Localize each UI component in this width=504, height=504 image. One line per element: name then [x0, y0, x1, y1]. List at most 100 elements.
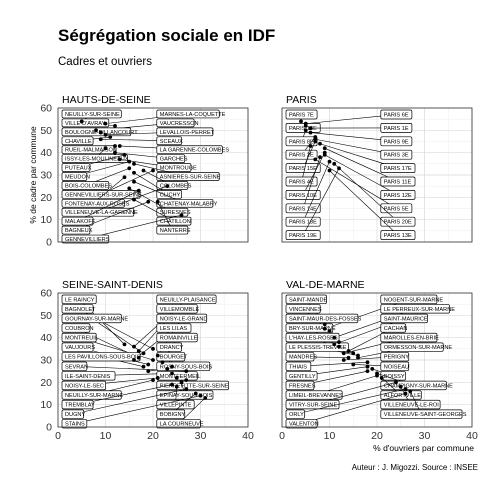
label-box	[61, 313, 122, 324]
label-box	[380, 352, 410, 362]
point-label: PIERREFITTE-SUR-SEINE	[160, 383, 229, 389]
data-point	[146, 369, 151, 374]
point-label: CHATENAY-MALABRY	[160, 201, 218, 207]
data-point	[151, 346, 155, 351]
point-label: ASNIERES-SUR-SEINE	[160, 175, 221, 181]
data-point	[365, 360, 370, 365]
label-box	[156, 118, 195, 128]
data-point	[151, 358, 155, 362]
label-box	[285, 332, 340, 343]
data-point	[151, 378, 155, 382]
facet-panel: HAUTS-DE-SEINE 0 10 20 30 40 50 60 NEUILLY-SUR-S…	[40, 94, 249, 249]
data-point	[365, 369, 370, 374]
label-box	[285, 230, 321, 240]
data-point	[370, 367, 375, 371]
point-label: VILLENEUVE-LE-ROI	[384, 403, 439, 409]
label-box	[156, 127, 214, 137]
label-box	[156, 323, 192, 333]
label-box	[285, 399, 340, 410]
point-label: GOURNAY-SUR-MARNE	[65, 316, 128, 322]
point-label: BRY-SUR-MARNE	[289, 326, 336, 332]
label-box	[285, 390, 343, 400]
point-label: GENTILLY	[289, 374, 316, 380]
label-box	[380, 342, 444, 352]
data-point	[132, 161, 136, 166]
point-label: EPINAY-SOUS-BOIS	[160, 393, 213, 399]
data-point	[127, 186, 132, 191]
label-box	[61, 181, 110, 190]
point-label: SCEAUX	[160, 139, 183, 145]
point-label: NOISEAU	[384, 364, 409, 370]
label-box	[285, 352, 315, 362]
point-label: ORMESSON-SUR-MARNE	[384, 345, 453, 351]
data-point	[132, 358, 136, 362]
data-point	[117, 144, 122, 148]
point-label: VILLEMOMBLE	[160, 307, 200, 313]
point-label: PARIS 19E	[289, 233, 317, 239]
label-box	[61, 304, 94, 314]
point-label: MONTFERMEIL	[160, 374, 201, 380]
point-label: NOGENT-SUR-MARNE	[384, 297, 444, 303]
point-label: BAGNOLET	[65, 307, 96, 313]
data-point	[394, 380, 398, 385]
data-point	[337, 166, 341, 171]
leader-line	[324, 154, 399, 196]
y-tick-label: 0	[46, 422, 52, 434]
point-label: ALFORTVILLE	[384, 393, 421, 399]
point-label: LE PLESSIS-TREVISE	[289, 345, 347, 351]
facet-panel: PARIS PARIS 7E PARIS 6E PARIS 16E PARIS 1E PA…	[281, 94, 473, 243]
point-label: CHAVILLE	[65, 139, 92, 145]
leader-line	[77, 190, 139, 222]
y-tick-label: 0	[46, 237, 52, 249]
data-point	[170, 382, 174, 387]
point-label: BOURGET	[160, 355, 188, 361]
point-label: PARIS 3E	[384, 153, 409, 159]
y-tick-label: 10	[40, 399, 52, 411]
x-tick-label: 10	[324, 430, 336, 442]
label-box	[285, 304, 321, 314]
data-point	[136, 188, 141, 193]
point-label: PARIS 15E	[289, 166, 317, 172]
panel-border	[57, 292, 249, 428]
facet-title: SEINE-SAINT-DENIS	[62, 279, 163, 291]
label-box	[156, 294, 217, 304]
label-box	[61, 409, 85, 419]
label-box	[156, 380, 230, 391]
point-label: PARIS 4E	[289, 180, 314, 186]
data-point	[403, 391, 408, 396]
point-label: ISSY-LES-MOULINEAUX	[65, 157, 129, 163]
data-point	[136, 355, 141, 360]
label-box	[156, 109, 220, 119]
point-label: PARIS 14E	[289, 206, 317, 212]
panel-border	[281, 292, 473, 428]
point-label: PERIGNY	[384, 355, 409, 361]
data-point	[108, 135, 113, 139]
point-label: PARIS 9E	[384, 139, 409, 145]
point-label: FRESNES	[289, 383, 316, 389]
chart-subtitle: Cadres et ouvriers	[58, 56, 152, 68]
facet-title: VAL-DE-MARNE	[286, 279, 365, 291]
point-label: COUBRON	[65, 326, 94, 332]
point-label: LES LILAS	[160, 326, 188, 332]
data-point	[122, 175, 127, 180]
data-point	[308, 126, 313, 130]
point-label: VITRY-SUR-SEINE	[289, 403, 337, 409]
data-point	[179, 213, 184, 218]
label-box	[285, 203, 321, 214]
data-point	[341, 351, 346, 356]
point-label: MONTREUIL	[65, 336, 98, 342]
data-point	[155, 353, 160, 358]
data-point	[165, 367, 170, 371]
leader-line	[334, 308, 416, 338]
label-box	[285, 163, 321, 173]
data-point	[132, 197, 136, 202]
label-box	[380, 216, 416, 227]
data-point	[174, 384, 179, 389]
point-label: COLOMBES	[160, 183, 192, 189]
label-box	[380, 399, 441, 410]
leader-line	[302, 157, 321, 209]
data-point	[327, 168, 332, 173]
label-box	[61, 294, 97, 304]
data-point	[141, 351, 146, 356]
data-point	[151, 168, 155, 173]
